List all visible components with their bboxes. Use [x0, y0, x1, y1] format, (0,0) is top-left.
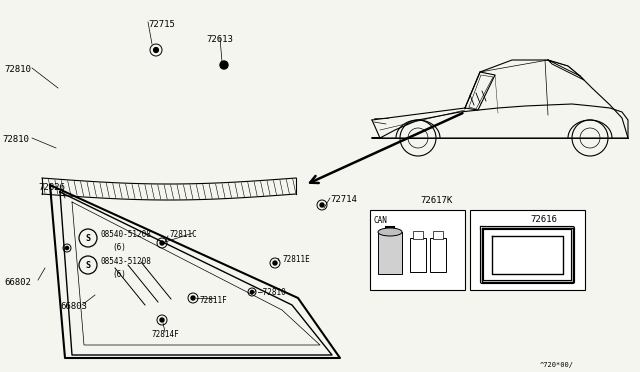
Text: 72826: 72826 — [38, 183, 65, 192]
Circle shape — [250, 291, 253, 294]
Bar — [430, 238, 446, 272]
Text: —72810: —72810 — [258, 288, 285, 297]
Text: 72814F: 72814F — [152, 330, 180, 339]
Text: 66802: 66802 — [4, 278, 31, 287]
Circle shape — [220, 61, 228, 69]
Text: 72613: 72613 — [206, 35, 233, 44]
Circle shape — [65, 246, 68, 250]
Bar — [413, 231, 423, 239]
Bar — [410, 238, 426, 272]
Text: 72810: 72810 — [4, 65, 31, 74]
Bar — [378, 232, 402, 274]
Text: 72714: 72714 — [330, 195, 357, 204]
Text: 72811E: 72811E — [283, 255, 311, 264]
Text: (6): (6) — [112, 270, 126, 279]
Text: (6): (6) — [112, 243, 126, 252]
Text: 72811F: 72811F — [200, 296, 228, 305]
Text: 72811C: 72811C — [170, 230, 198, 239]
Bar — [470, 210, 585, 290]
Text: 08540-51208: 08540-51208 — [100, 230, 151, 239]
Text: ^720*00/: ^720*00/ — [540, 362, 574, 368]
Text: S: S — [86, 260, 90, 269]
Circle shape — [154, 48, 159, 52]
Text: 66803: 66803 — [60, 302, 87, 311]
Bar — [370, 210, 465, 290]
Text: S: S — [86, 234, 90, 243]
Text: 72617K: 72617K — [420, 196, 452, 205]
Circle shape — [320, 203, 324, 207]
Circle shape — [160, 318, 164, 322]
Text: CAN: CAN — [374, 216, 388, 225]
Ellipse shape — [378, 228, 402, 236]
Text: 08543-51208: 08543-51208 — [100, 257, 151, 266]
Circle shape — [191, 296, 195, 300]
Text: 72810: 72810 — [2, 135, 29, 144]
Text: 72715: 72715 — [148, 20, 175, 29]
Circle shape — [160, 241, 164, 245]
Text: 72616: 72616 — [530, 215, 557, 224]
Circle shape — [273, 261, 277, 265]
Bar — [433, 231, 443, 239]
